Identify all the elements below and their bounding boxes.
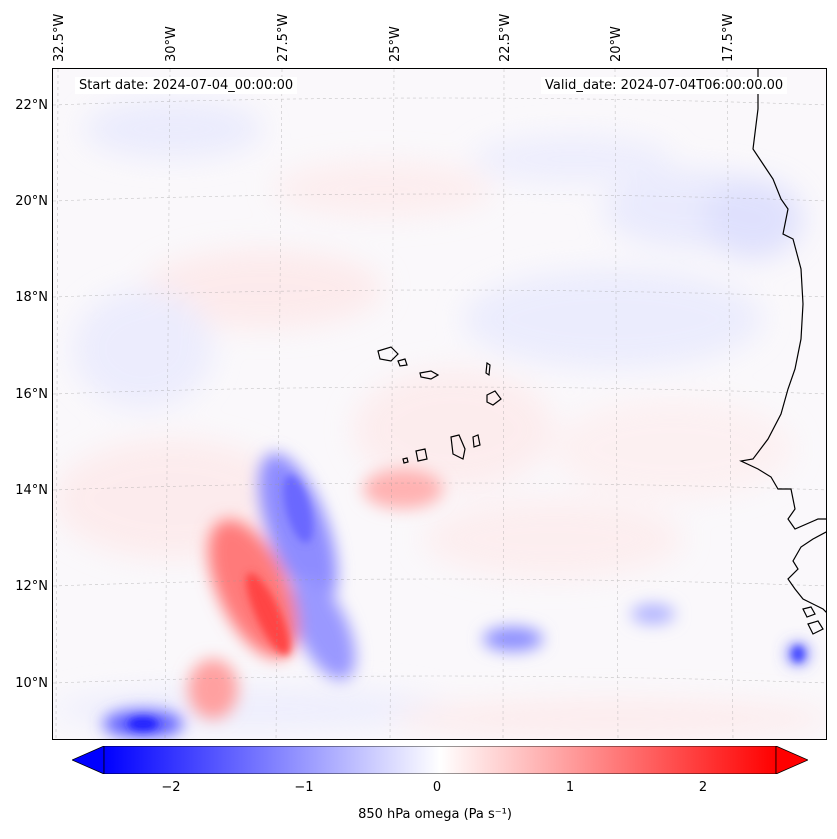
coast-west-africa-south <box>787 531 826 613</box>
colorbar-gradient <box>103 746 777 774</box>
island-sao-vicente <box>397 358 408 367</box>
cb-tick-label-1: 1 <box>565 780 575 795</box>
start-date-label: Start date: 2024-07-04_00:00:00 <box>75 77 298 94</box>
colorbar-extend-max <box>775 746 808 774</box>
lat-label-14n: 14°N <box>15 483 48 498</box>
cb-tick-label-m2: −2 <box>161 780 181 795</box>
lat-label-12n: 12°N <box>15 579 48 594</box>
lat-label-22n: 22°N <box>15 98 48 113</box>
lon-label-30w: 30°W <box>164 26 179 62</box>
lon-label-17-5w: 17.5°W <box>721 13 736 62</box>
lon-label-22-5w: 22.5°W <box>498 13 513 62</box>
bijagos-islands <box>802 606 824 635</box>
omega-field-map <box>53 69 826 739</box>
lon-label-32-5w: 32.5°W <box>52 13 67 62</box>
lon-label-25w: 25°W <box>388 26 403 62</box>
graticule <box>53 69 826 739</box>
lat-label-18n: 18°N <box>15 290 48 305</box>
cb-tick-label-m1: −1 <box>294 780 314 795</box>
colorbar <box>72 746 808 774</box>
island-sal <box>485 361 491 377</box>
island-maio <box>472 434 481 448</box>
island-fogo <box>415 448 428 462</box>
africa-coastline <box>739 69 826 530</box>
lat-label-16n: 16°N <box>15 387 48 402</box>
valid-date-label: Valid_date: 2024-07-04T06:00:00.00 <box>541 77 788 94</box>
island-santiago <box>450 434 466 460</box>
lat-label-20n: 20°N <box>15 194 48 209</box>
colorbar-extend-min <box>72 746 105 774</box>
colorbar-label: 850 hPa omega (Pa s⁻¹) <box>358 807 512 822</box>
island-brava <box>402 457 409 464</box>
omega-fine-features <box>128 475 804 731</box>
island-boa-vista <box>486 390 502 406</box>
map-panel <box>52 68 827 740</box>
lon-label-20w: 20°W <box>609 26 624 62</box>
lon-label-27-5w: 27.5°W <box>276 13 291 62</box>
omega-background-field <box>53 99 826 739</box>
coastlines <box>377 69 826 635</box>
cb-tick-label-2: 2 <box>698 780 708 795</box>
island-santo-antao <box>377 346 399 362</box>
island-sao-nicolau <box>419 370 440 380</box>
cb-tick-label-0: 0 <box>432 780 442 795</box>
lat-label-10n: 10°N <box>15 676 48 691</box>
